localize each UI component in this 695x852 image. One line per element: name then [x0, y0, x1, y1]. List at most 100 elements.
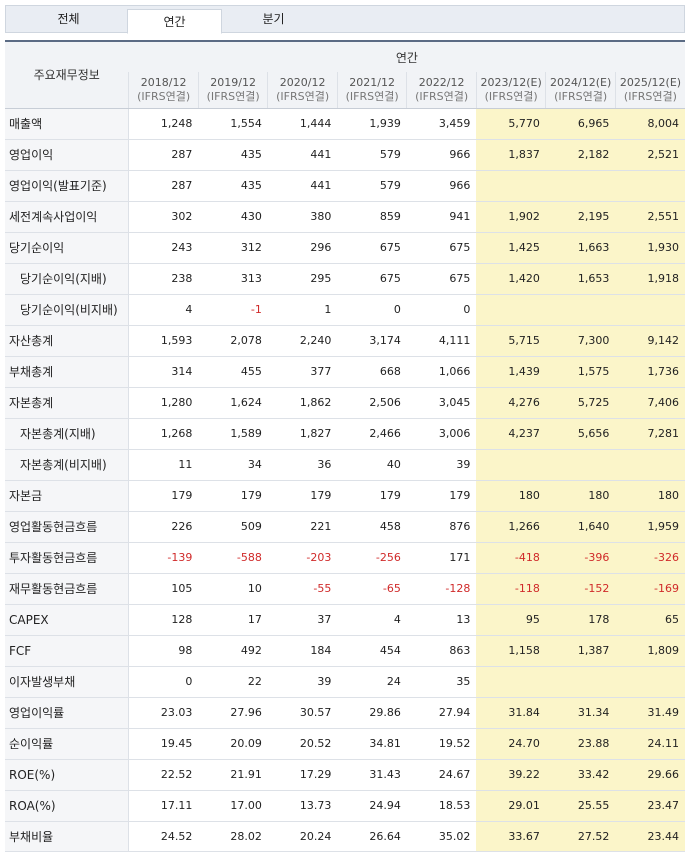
year-header: 2025/12(E) (IFRS연결) [614, 72, 685, 109]
value-cell: 863 [406, 635, 477, 667]
row-label: FCF [5, 635, 130, 667]
value-cell: 430 [198, 201, 268, 233]
value-cell: 2,551 [615, 201, 685, 233]
row-label: 자본금 [5, 480, 130, 512]
value-cell: 675 [406, 232, 477, 264]
value-cell: 1,663 [545, 232, 616, 264]
value-cell: 17.00 [198, 790, 268, 822]
value-cell: 859 [337, 201, 407, 233]
value-cell: 380 [267, 201, 338, 233]
value-cell: 31.34 [545, 697, 616, 729]
row-label: 영업활동현금흐름 [5, 511, 130, 543]
value-cell: 1,902 [476, 201, 546, 233]
value-cell: 876 [406, 511, 477, 543]
value-cell: 2,506 [337, 387, 407, 419]
value-cell: 1,280 [128, 387, 199, 419]
value-cell: 1,862 [267, 387, 338, 419]
value-cell: 1,158 [476, 635, 546, 667]
value-cell: 36 [267, 449, 338, 481]
row-label: CAPEX [5, 604, 130, 636]
value-cell: 178 [545, 604, 616, 636]
value-cell: 1,066 [406, 356, 477, 388]
value-cell: 39.22 [476, 759, 546, 791]
value-cell [545, 294, 616, 326]
value-cell: 23.03 [128, 697, 199, 729]
value-cell: 24.52 [128, 821, 199, 852]
value-cell: 17.29 [267, 759, 338, 791]
value-cell: 0 [337, 294, 407, 326]
value-cell: -588 [198, 542, 268, 574]
value-cell: -139 [128, 542, 199, 574]
value-cell: 13 [406, 604, 477, 636]
year-label: 2019/12 [210, 75, 256, 89]
value-cell: 296 [267, 232, 338, 264]
value-cell: 179 [406, 480, 477, 512]
value-cell: 455 [198, 356, 268, 388]
value-cell [615, 666, 685, 698]
value-cell: 24.94 [337, 790, 407, 822]
value-cell: 23.88 [545, 728, 616, 760]
value-cell: 31.43 [337, 759, 407, 791]
value-cell: 3,459 [406, 108, 477, 140]
value-cell: 11 [128, 449, 199, 481]
year-label: 2018/12 [140, 75, 187, 89]
value-cell: 5,656 [545, 418, 616, 450]
value-cell: 95 [476, 604, 546, 636]
value-cell: 3,006 [406, 418, 477, 450]
row-label: 자본총계(지배) [5, 418, 130, 450]
table-row: 부채총계 314 455 377 668 1,066 1,439 1,575 1,736 [5, 356, 685, 388]
value-cell: 1,959 [615, 511, 685, 543]
row-label: 이자발생부채 [5, 666, 130, 698]
value-cell: -152 [545, 573, 616, 605]
value-cell: 238 [128, 263, 199, 295]
value-cell: 33.67 [476, 821, 546, 852]
value-cell: 20.09 [198, 728, 268, 760]
value-cell: 4 [337, 604, 407, 636]
value-cell: 39 [406, 449, 477, 481]
value-cell: 668 [337, 356, 407, 388]
table-row: 순이익률 19.45 20.09 20.52 34.81 19.52 24.70 23.88 2… [5, 728, 685, 760]
year-header: 2020/12 (IFRS연결) [267, 72, 338, 109]
value-cell: 509 [198, 511, 268, 543]
value-cell: 31.49 [615, 697, 685, 729]
value-cell: 31.84 [476, 697, 546, 729]
value-cell: 17.11 [128, 790, 199, 822]
tab-quarterly[interactable]: 분기 [262, 12, 285, 26]
value-cell [476, 170, 546, 202]
value-cell: 0 [406, 294, 477, 326]
table-row: 자본총계(비지배) 11 34 36 40 39 [5, 449, 685, 481]
value-cell: 492 [198, 635, 268, 667]
value-cell: 24.67 [406, 759, 477, 791]
value-cell: 1,837 [476, 139, 546, 171]
value-cell: 1,248 [128, 108, 199, 140]
value-cell: 10 [198, 573, 268, 605]
value-cell: 4,111 [406, 325, 477, 357]
value-cell: -128 [406, 573, 477, 605]
value-cell [545, 449, 616, 481]
row-label: 매출액 [5, 108, 130, 140]
tab-all[interactable]: 전체 [57, 12, 80, 26]
value-cell: 5,725 [545, 387, 616, 419]
value-cell: 7,281 [615, 418, 685, 450]
value-cell: 966 [406, 139, 477, 171]
table-row: 재무활동현금흐름 105 10 -55 -65 -128 -118 -152 -169 [5, 573, 685, 605]
value-cell [545, 666, 616, 698]
basis-label: (IFRS연결) [276, 89, 330, 103]
value-cell: 1,939 [337, 108, 407, 140]
value-cell [476, 294, 546, 326]
value-cell: 1,930 [615, 232, 685, 264]
value-cell: 579 [337, 139, 407, 171]
value-cell: 19.52 [406, 728, 477, 760]
year-header: 2018/12 (IFRS연결) [128, 72, 199, 109]
value-cell: 1,420 [476, 263, 546, 295]
basis-label: (IFRS연결) [623, 89, 677, 103]
value-cell [615, 449, 685, 481]
value-cell: 40 [337, 449, 407, 481]
value-cell: 29.01 [476, 790, 546, 822]
value-cell: 243 [128, 232, 199, 264]
value-cell [476, 666, 546, 698]
value-cell: 1,425 [476, 232, 546, 264]
tab-annual[interactable]: 연간 [127, 9, 222, 34]
value-cell: 675 [337, 263, 407, 295]
value-cell: 2,195 [545, 201, 616, 233]
